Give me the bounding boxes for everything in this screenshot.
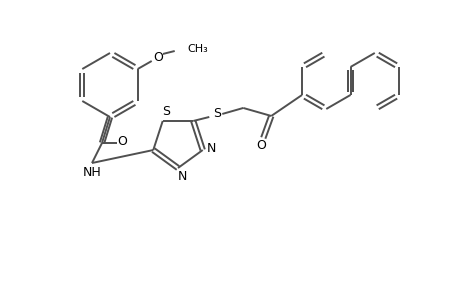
Text: N: N — [177, 170, 186, 184]
Text: O: O — [152, 50, 162, 64]
Text: N: N — [207, 142, 216, 154]
Text: CH₃: CH₃ — [187, 44, 208, 54]
Text: O: O — [117, 134, 127, 148]
Text: NH: NH — [83, 167, 101, 179]
Text: S: S — [162, 106, 169, 118]
Text: S: S — [213, 107, 221, 121]
Text: O: O — [256, 140, 266, 152]
